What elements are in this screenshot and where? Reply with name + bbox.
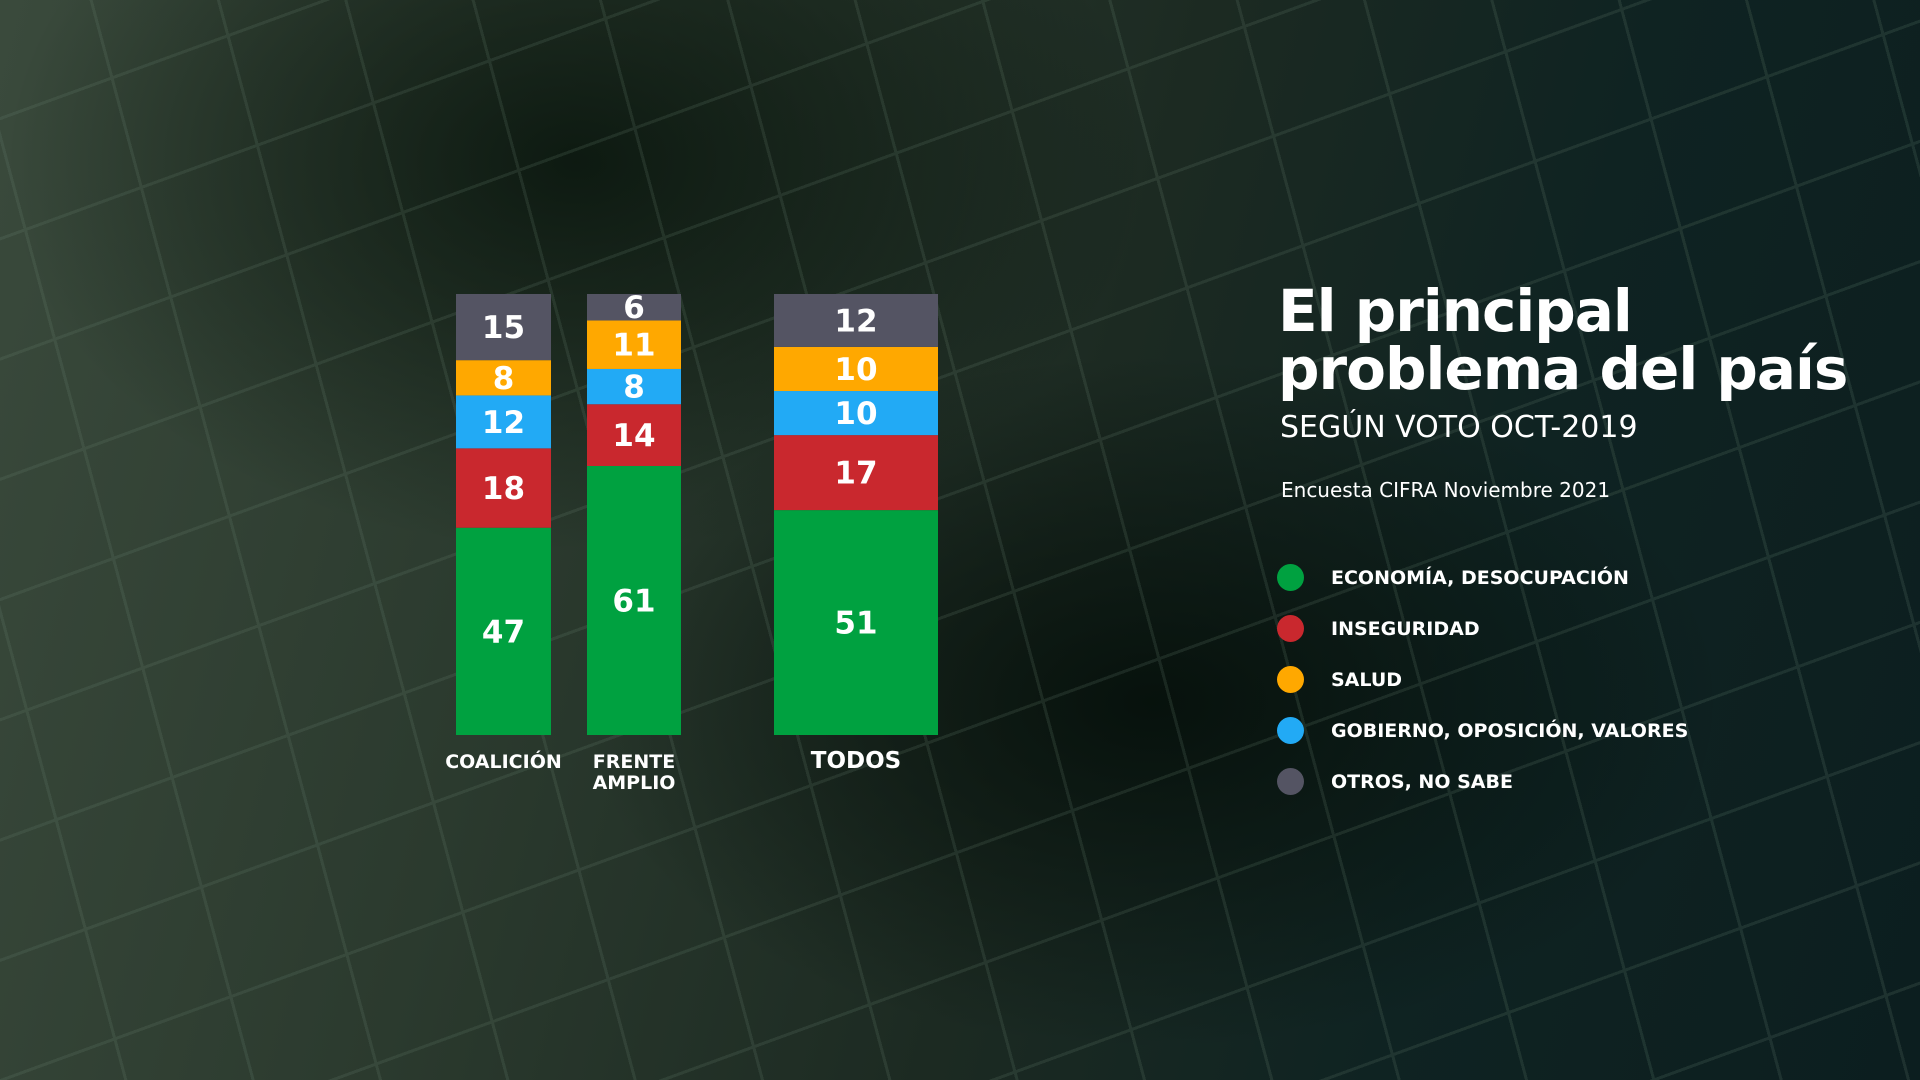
- data-label: 12: [482, 405, 525, 441]
- data-label: 17: [834, 456, 877, 492]
- legend-swatch-icon: [1277, 615, 1304, 642]
- bar-segment: [587, 465, 681, 735]
- bar-segment: [774, 294, 938, 347]
- legend: ECONOMÍA, DESOCUPACIÓN INSEGURIDAD SALUD GO…: [1277, 552, 1688, 807]
- chart-title: El principal problema del país: [1278, 277, 1848, 403]
- bar-segment: [456, 527, 551, 735]
- data-label: 15: [482, 310, 525, 346]
- data-label: 51: [834, 606, 877, 642]
- data-label: 12: [834, 303, 877, 339]
- legend-swatch-icon: [1277, 717, 1304, 744]
- legend-item: GOBIERNO, OPOSICIÓN, VALORES: [1277, 705, 1688, 756]
- category-label: TODOS: [811, 748, 901, 774]
- category-label: COALICIÓN: [445, 749, 562, 773]
- legend-item: ECONOMÍA, DESOCUPACIÓN: [1277, 552, 1688, 603]
- legend-item: OTROS, NO SABE: [1277, 756, 1688, 807]
- data-label: 6: [623, 290, 645, 326]
- bar-segment: [456, 395, 551, 449]
- chart-source: Encuesta CIFRA Noviembre 2021: [1281, 478, 1611, 502]
- legend-swatch-icon: [1277, 564, 1304, 591]
- legend-label: INSEGURIDAD: [1331, 617, 1480, 640]
- data-label: 14: [612, 418, 655, 454]
- data-label: 18: [482, 471, 525, 507]
- data-label: 10: [834, 352, 877, 388]
- legend-label: OTROS, NO SABE: [1331, 770, 1513, 793]
- category-label: FRENTE: [593, 751, 675, 773]
- legend-swatch-icon: [1277, 768, 1304, 795]
- bar-segment: [774, 391, 938, 436]
- bar-segment: [774, 435, 938, 511]
- legend-label: SALUD: [1331, 668, 1403, 691]
- data-label: 10: [834, 396, 877, 432]
- data-label: 8: [623, 370, 645, 406]
- data-label: 8: [493, 361, 515, 397]
- title-line-2: problema del país: [1278, 335, 1848, 403]
- legend-swatch-icon: [1277, 666, 1304, 693]
- title-line-1: El principal: [1278, 277, 1633, 345]
- legend-item: SALUD: [1277, 654, 1688, 705]
- bar-segment: [587, 294, 681, 321]
- data-label: 47: [482, 614, 525, 650]
- bar-segment: [587, 404, 681, 466]
- data-label: 11: [612, 328, 655, 364]
- bar-segment: [587, 320, 681, 369]
- bar-segment: [456, 360, 551, 396]
- chart-subtitle: SEGÚN VOTO OCT-2019: [1280, 410, 1638, 445]
- bar-segment: [774, 346, 938, 392]
- bar-segment: [456, 294, 551, 361]
- legend-item: INSEGURIDAD: [1277, 603, 1688, 654]
- bar-segment: [774, 510, 938, 735]
- data-label: 61: [612, 583, 655, 619]
- category-label: AMPLIO: [593, 772, 676, 794]
- bar-segment: [456, 448, 551, 528]
- legend-label: ECONOMÍA, DESOCUPACIÓN: [1331, 566, 1629, 589]
- bar-segment: [587, 368, 681, 405]
- legend-label: GOBIERNO, OPOSICIÓN, VALORES: [1331, 719, 1689, 742]
